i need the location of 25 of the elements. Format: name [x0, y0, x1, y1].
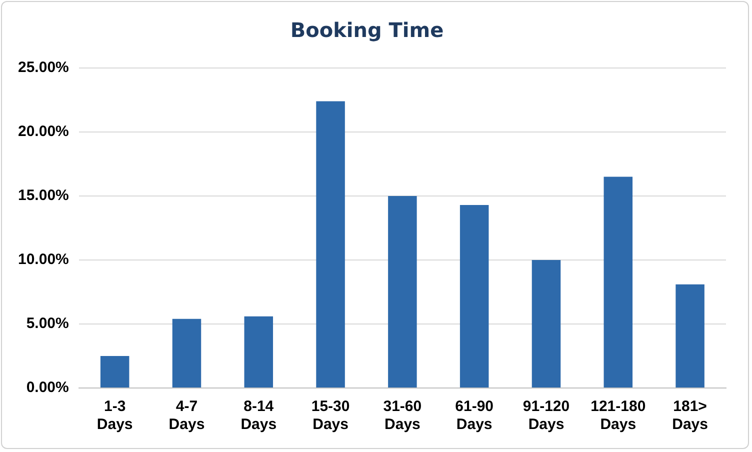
bar: [388, 196, 417, 388]
bar: [604, 176, 633, 388]
y-tick-label: 15.00%: [18, 187, 69, 204]
bar: [316, 101, 345, 388]
y-tick-label: 20.00%: [18, 123, 69, 140]
y-tick-label: 10.00%: [18, 251, 69, 268]
x-tick-label: 61-90 Days: [455, 398, 494, 434]
y-tick-label: 25.00%: [18, 59, 69, 76]
bar: [532, 260, 561, 388]
bar: [244, 316, 274, 388]
bar: [172, 318, 202, 388]
x-tick-label: 8-14 Days: [240, 398, 277, 434]
x-tick-label: 91-120 Days: [522, 398, 570, 434]
chart-title: Booking Time: [290, 18, 444, 42]
x-tick-label: 1-3 Days: [96, 398, 133, 434]
y-tick-label: 0.00%: [26, 379, 69, 396]
x-tick-label: 31-60 Days: [383, 398, 422, 434]
y-tick-label: 5.00%: [26, 315, 69, 332]
bar: [100, 356, 130, 388]
x-tick-label: 181> Days: [672, 398, 708, 434]
x-tick-label: 15-30 Days: [311, 398, 350, 434]
x-tick-label: 4-7 Days: [168, 398, 205, 434]
bar: [460, 204, 489, 388]
bar: [676, 284, 704, 388]
x-tick-label: 121-180 Days: [590, 398, 646, 434]
